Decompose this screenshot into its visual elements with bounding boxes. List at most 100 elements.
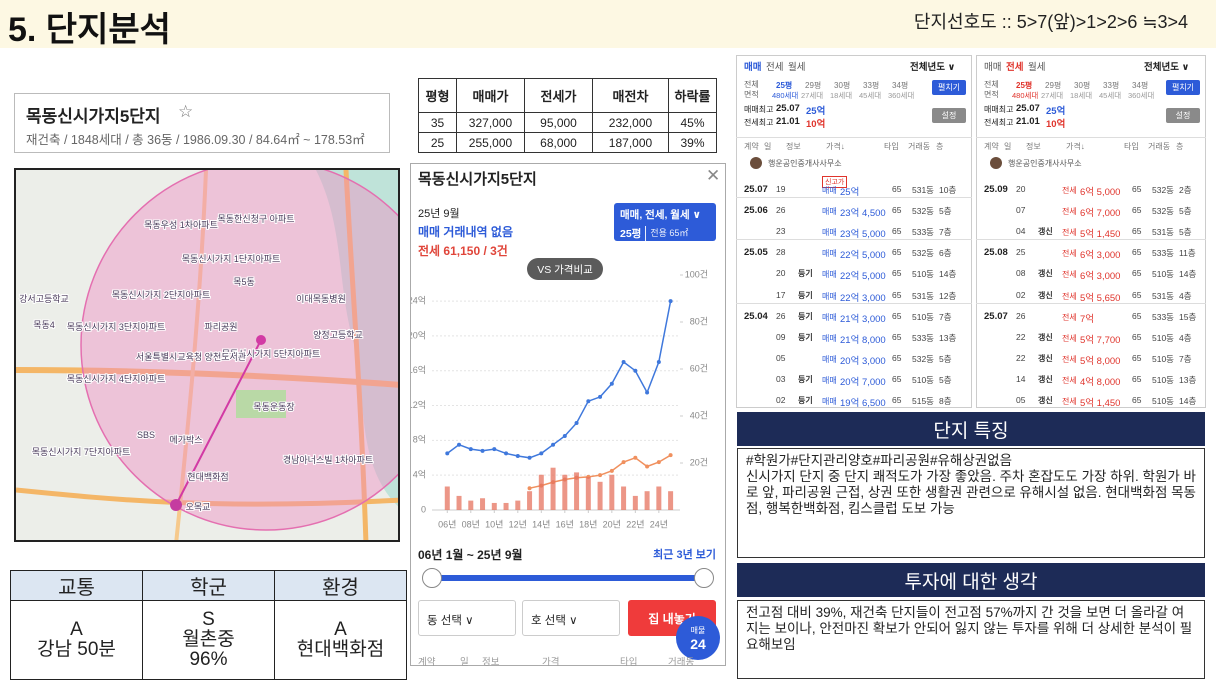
price-point bbox=[539, 451, 544, 456]
row-price: 7억 bbox=[1080, 313, 1095, 325]
area-households: 360세대 bbox=[888, 91, 915, 100]
filter-size: 25평 bbox=[620, 228, 642, 240]
map-label: 목5동 bbox=[233, 277, 255, 287]
row-price: 5억 7,700 bbox=[1080, 334, 1121, 346]
row-type: 전세 bbox=[1062, 207, 1077, 217]
x-tick-label: 08년 bbox=[462, 519, 480, 529]
row-area: 65 bbox=[892, 289, 902, 300]
row-floor: 7층 bbox=[939, 311, 952, 322]
row-type: 매매 bbox=[822, 186, 837, 195]
area-size: 29평 bbox=[1045, 81, 1062, 90]
row-dong: 533동 bbox=[912, 332, 935, 343]
filter-size-line: 25평 전용 65㎡ bbox=[620, 226, 710, 241]
row-day: 23 bbox=[776, 226, 786, 237]
y-tick-label: 20억 bbox=[410, 329, 426, 340]
price-point bbox=[656, 460, 661, 465]
row-price: 5억 1,450 bbox=[1080, 229, 1121, 241]
row-price: 21억 8,000 bbox=[840, 334, 886, 346]
row-type: 전세 bbox=[1062, 228, 1077, 238]
sale-status: 매매 거래내역 없음 bbox=[418, 225, 513, 239]
map-label: 목동운동장 bbox=[253, 402, 294, 412]
volume-bar bbox=[456, 495, 462, 510]
row-dong: 532동 bbox=[912, 206, 935, 217]
price-table-cell: 39% bbox=[668, 132, 717, 153]
settings-button: 설정 bbox=[932, 108, 966, 123]
area-size: 25평 bbox=[1016, 81, 1033, 90]
max-date: 25.07 bbox=[776, 103, 800, 114]
row-floor: 14층 bbox=[1179, 269, 1197, 280]
row-info: 등기 bbox=[798, 311, 813, 321]
row-type: 전세 bbox=[1062, 397, 1077, 406]
expand-button: 펼치기 bbox=[932, 80, 966, 95]
row-price: 5억 1,450 bbox=[1080, 398, 1121, 409]
max-date: 21.01 bbox=[1016, 116, 1040, 127]
list-column: 일 bbox=[1004, 142, 1012, 151]
price-point bbox=[668, 299, 673, 304]
price-point bbox=[492, 447, 497, 452]
expand-button: 펼치기 bbox=[1166, 80, 1200, 95]
filter-type: 매매, 전세, 월세 ∨ bbox=[620, 209, 702, 221]
list-column: 가격↓ bbox=[826, 142, 845, 151]
trade-tab: 전세 bbox=[766, 62, 784, 73]
y-tick-label: 16억 bbox=[410, 364, 426, 375]
max-price: 10억 bbox=[1046, 119, 1066, 130]
trade-tab: 월세 bbox=[1028, 62, 1046, 73]
row-day: 08 bbox=[1016, 268, 1026, 279]
price-point bbox=[621, 360, 626, 365]
row-area: 65 bbox=[892, 352, 902, 363]
row-day: 20 bbox=[776, 268, 786, 279]
price-table-header: 평형 bbox=[418, 78, 457, 113]
price-point bbox=[504, 451, 509, 456]
list-column: 계약 bbox=[984, 142, 999, 151]
row-floor: 5층 bbox=[939, 353, 952, 364]
max-price: 25억 bbox=[806, 106, 826, 117]
y-tick-label: 0 bbox=[421, 504, 426, 514]
max-date: 25.07 bbox=[1016, 103, 1040, 114]
section-text: #학원가#단지관리양호#파리공원#유해상권없음 신시가지 단지 중 단지 쾌적도… bbox=[737, 448, 1205, 558]
price-point bbox=[668, 453, 673, 458]
panel-close: ✕ bbox=[706, 166, 721, 185]
volume-bar bbox=[656, 486, 662, 510]
list-column: 타입 bbox=[884, 142, 899, 151]
row-price: 6억 3,000 bbox=[1080, 271, 1121, 283]
row-price: 6억 3,000 bbox=[1080, 250, 1121, 262]
y-tick-label: 4억 bbox=[413, 469, 426, 480]
agent-name: 행운공인중개사사무소 bbox=[1008, 159, 1082, 168]
row-month: 25.09 bbox=[984, 184, 1008, 195]
volume-bar bbox=[668, 491, 674, 510]
row-type: 전세 bbox=[1062, 270, 1077, 280]
row-day: 14 bbox=[1016, 373, 1026, 384]
volume-bar bbox=[621, 486, 627, 510]
park bbox=[236, 390, 286, 418]
row-day: 20 bbox=[1016, 184, 1026, 194]
x-tick-label: 20년 bbox=[603, 519, 621, 529]
area-size: 33평 bbox=[1103, 81, 1120, 90]
list-column: 계약 bbox=[744, 142, 759, 151]
row-area: 65 bbox=[1132, 352, 1142, 363]
row-floor: 5층 bbox=[1179, 206, 1192, 217]
price-point bbox=[445, 451, 450, 456]
row-dong: 531동 bbox=[912, 185, 935, 195]
row-type: 전세 bbox=[1062, 375, 1077, 385]
y-tick-label: 8억 bbox=[413, 434, 426, 445]
rating-line: 현대백화점 bbox=[296, 639, 385, 660]
area-households: 45세대 bbox=[1099, 91, 1122, 100]
area-households: 45세대 bbox=[859, 91, 882, 100]
row-month: 25.08 bbox=[984, 247, 1008, 259]
header-band bbox=[0, 0, 1216, 48]
row-info: 갱신 bbox=[1038, 269, 1053, 279]
complex-name: 목동신시가지5단지 bbox=[26, 107, 161, 126]
price-point bbox=[633, 368, 638, 373]
rating-line: 월촌중 bbox=[182, 629, 235, 650]
panel-column: 거래동 bbox=[668, 657, 695, 668]
row-dong: 510동 bbox=[1152, 396, 1175, 406]
listing-label: 매물 bbox=[690, 625, 706, 635]
row-price: 4억 8,000 bbox=[1080, 376, 1121, 388]
settings-button: 설정 bbox=[1166, 108, 1200, 123]
price-point bbox=[645, 390, 650, 395]
price-point bbox=[527, 455, 532, 460]
list-column: 층 bbox=[936, 142, 944, 151]
area-size: 33평 bbox=[863, 81, 880, 90]
row-type: 매매 bbox=[822, 397, 837, 406]
price-point bbox=[598, 473, 603, 478]
